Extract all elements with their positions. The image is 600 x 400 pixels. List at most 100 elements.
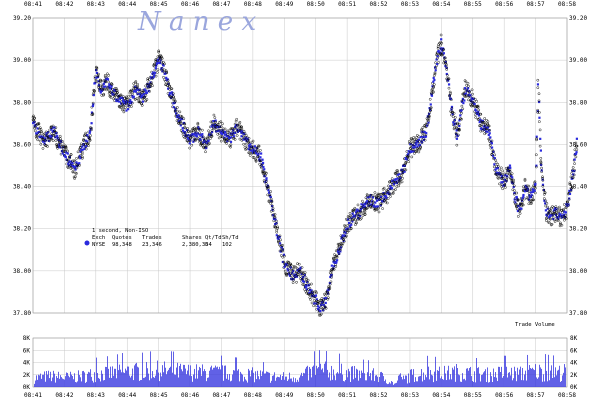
quote-point <box>431 91 435 94</box>
volume-bar <box>235 357 236 387</box>
volume-bar <box>58 371 59 387</box>
volume-bar <box>195 378 196 387</box>
trade-point <box>407 150 410 153</box>
trade-point <box>479 118 482 121</box>
quote-point <box>88 138 92 142</box>
volume-bar <box>148 373 149 387</box>
volume-bar <box>343 380 344 387</box>
quote-point <box>140 91 144 95</box>
quote-point <box>113 87 117 90</box>
volume-bar <box>501 366 502 387</box>
price-tick-label: 38.80 <box>13 99 31 106</box>
volume-bar <box>379 376 380 387</box>
volume-bar <box>419 376 420 387</box>
quote-point <box>291 268 295 272</box>
quote-point <box>354 218 357 222</box>
volume-bar <box>211 365 212 387</box>
quote-point <box>510 178 514 182</box>
volume-bar <box>395 383 396 387</box>
quote-point <box>410 155 414 159</box>
trade-point <box>361 205 365 208</box>
quote-point <box>518 209 521 213</box>
quote-point <box>184 133 188 137</box>
volume-bar <box>461 381 462 387</box>
volume-bar <box>403 375 404 387</box>
quote-point <box>422 137 426 141</box>
volume-bar <box>141 379 142 387</box>
trade-point <box>477 114 480 117</box>
time-tick-label: 08:57 <box>527 1 545 8</box>
trade-point <box>496 171 499 174</box>
quote-point <box>432 86 435 89</box>
volume-tick-label: 2K <box>23 372 31 379</box>
quote-point <box>245 147 248 151</box>
trade-point <box>302 280 306 283</box>
volume-bar <box>524 374 525 387</box>
quote-point <box>220 135 224 138</box>
quote-point <box>357 217 361 221</box>
volume-bar <box>198 370 199 387</box>
volume-bar <box>226 378 227 387</box>
trade-point <box>310 289 313 292</box>
volume-bar <box>488 382 489 387</box>
quote-point <box>256 155 260 158</box>
quote-point <box>184 131 187 135</box>
trade-point <box>420 141 424 144</box>
quote-point <box>412 148 416 151</box>
trade-point <box>229 140 233 143</box>
quote-point <box>366 194 369 197</box>
volume-bar <box>472 381 473 387</box>
volume-bar <box>37 379 38 387</box>
volume-bar <box>447 370 448 387</box>
quote-point <box>521 203 525 207</box>
trade-point <box>265 178 268 181</box>
quote-point <box>494 158 497 162</box>
volume-bar <box>372 370 373 387</box>
volume-bar <box>236 357 237 387</box>
volume-bar <box>247 382 248 387</box>
trade-point <box>180 117 184 121</box>
volume-bar <box>438 370 439 387</box>
quote-point <box>281 249 285 253</box>
quote-point <box>81 156 84 160</box>
volume-bar <box>540 367 541 387</box>
quote-point <box>382 186 386 190</box>
time-tick-label: 08:43 <box>87 392 105 399</box>
price-tick-label: 38.40 <box>569 184 587 191</box>
quote-point <box>301 283 305 286</box>
quote-point <box>548 221 551 225</box>
trade-point <box>160 67 163 70</box>
trade-point <box>128 100 132 103</box>
volume-bar <box>491 376 492 387</box>
quote-point <box>377 206 381 210</box>
trade-point <box>532 190 535 194</box>
trade-point <box>99 91 102 94</box>
quote-point <box>297 262 301 266</box>
quote-point <box>569 189 573 193</box>
quote-point <box>97 72 100 76</box>
volume-bar <box>344 381 345 387</box>
trade-point <box>433 78 436 82</box>
trade-point <box>228 136 231 140</box>
volume-bar <box>125 368 126 387</box>
volume-bar <box>515 371 516 387</box>
quote-point <box>464 80 468 84</box>
quote-point <box>218 125 222 129</box>
trade-point <box>261 158 264 161</box>
quote-point <box>251 156 255 159</box>
volume-bar <box>231 380 232 387</box>
trade-point <box>115 99 118 103</box>
quote-point <box>450 107 454 110</box>
quote-point <box>352 209 355 212</box>
quote-point <box>147 78 151 81</box>
quote-point <box>573 148 577 152</box>
volume-bar <box>467 368 468 387</box>
quote-point <box>94 78 98 82</box>
volume-bar <box>152 371 153 387</box>
quote-point <box>314 290 318 293</box>
trade-point <box>41 135 44 138</box>
quote-point <box>136 86 139 89</box>
volume-bar <box>307 365 308 387</box>
trade-point <box>45 132 48 135</box>
volume-bar <box>511 367 512 387</box>
